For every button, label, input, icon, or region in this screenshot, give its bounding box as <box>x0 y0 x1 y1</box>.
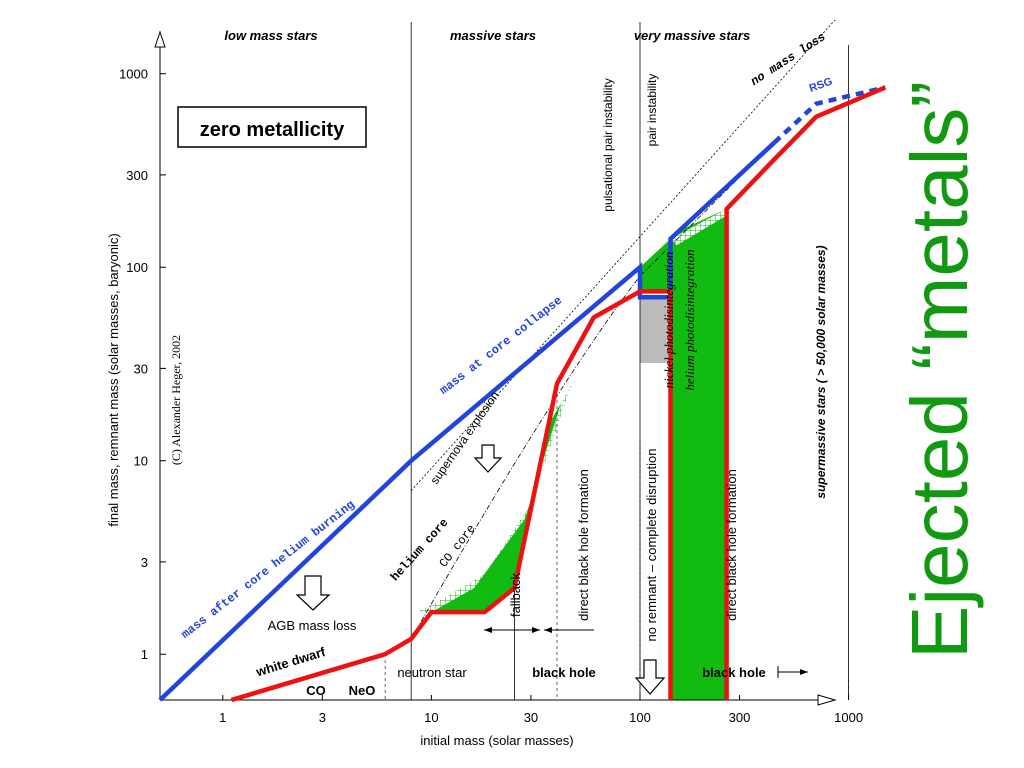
x-tick-label: 100 <box>629 710 651 725</box>
label-direct-bh-2: direct black hole formation <box>724 469 739 621</box>
y-axis-arrow <box>154 30 166 48</box>
x-axis-label: initial mass (solar masses) <box>420 733 573 748</box>
fallback-range-right <box>532 627 540 633</box>
co-core-area <box>431 402 562 613</box>
label-nickel-photo: nickel photodisintegration <box>661 252 676 389</box>
label-pair-instability: pair instability <box>645 74 659 147</box>
copyright-label: (C) Alexander Heger, 2002 <box>169 335 183 465</box>
y-axis-label: final mass, remnant mass (solar masses, … <box>106 233 121 526</box>
region-label-very-massive: very massive stars <box>634 28 750 43</box>
label-supermassive: supermassive stars ( > 50,000 solar mass… <box>814 245 828 498</box>
side-title: Ejected “metals” <box>880 60 1000 680</box>
label-co: CO <box>306 683 326 698</box>
disruption-arrow <box>634 659 666 695</box>
label-agb-mass-loss: AGB mass loss <box>268 618 357 633</box>
x-tick-label: 3 <box>319 710 326 725</box>
label-helium-photo: helium photodisintegration <box>682 249 697 390</box>
side-title-text: Ejected “metals” <box>895 81 984 659</box>
label-direct-bh-1: direct black hole formation <box>576 469 591 621</box>
bh-range-right <box>800 669 808 675</box>
label-black-hole-1: black hole <box>532 665 596 680</box>
label-neutron-star: neutron star <box>397 665 467 680</box>
y-tick-label: 100 <box>126 260 148 275</box>
x-tick-label: 10 <box>424 710 438 725</box>
x-tick-label: 1000 <box>834 710 863 725</box>
disruption-green-band <box>670 209 727 700</box>
pulsational-gray-box <box>639 297 671 363</box>
y-tick-label: 3 <box>141 555 148 570</box>
x-tick-label: 30 <box>524 710 538 725</box>
x-tick-label: 300 <box>729 710 751 725</box>
y-tick-label: 10 <box>134 454 148 469</box>
label-pulsational-pair: pulsational pair instability <box>601 78 615 211</box>
agb-arrow <box>295 575 331 611</box>
label-black-hole-2: black hole <box>702 665 766 680</box>
y-tick-label: 30 <box>134 361 148 376</box>
series-mass-after-helium <box>158 141 776 702</box>
he-core-curve <box>410 142 775 640</box>
disruption-hatch <box>670 209 727 246</box>
label-neo: NeO <box>349 683 376 698</box>
dbh-range-left <box>544 627 552 633</box>
zero-metallicity-label: zero metallicity <box>200 119 345 141</box>
supernova-arrow <box>473 444 503 473</box>
y-tick-label: 1000 <box>119 67 148 82</box>
series-remnant-low <box>230 289 673 703</box>
zero-metallicity-box <box>177 106 367 148</box>
fallback-range-left <box>484 627 492 633</box>
label-fallback: fallback <box>508 572 523 617</box>
no-mass-loss-line <box>410 19 836 491</box>
y-tick-label: 1 <box>141 647 148 662</box>
label-helium-core: helium core <box>388 516 451 584</box>
region-label-low: low mass stars <box>224 28 317 43</box>
region-label-massive: massive stars <box>450 28 536 43</box>
series-remnant-high <box>724 85 887 700</box>
label-no-remnant: no remnant – complete disruption <box>644 449 659 642</box>
y-tick-label: 300 <box>126 168 148 183</box>
x-tick-label: 1 <box>219 710 226 725</box>
x-axis-arrow <box>817 694 837 706</box>
pulsational-green <box>640 238 671 292</box>
plot-area: 1 3 10 30 100 300 1000 1 3 10 30 100 300 1000 initial … <box>106 19 887 748</box>
series-mass-after-helium-dashed <box>772 85 886 145</box>
label-rsg: RSG <box>808 75 835 94</box>
